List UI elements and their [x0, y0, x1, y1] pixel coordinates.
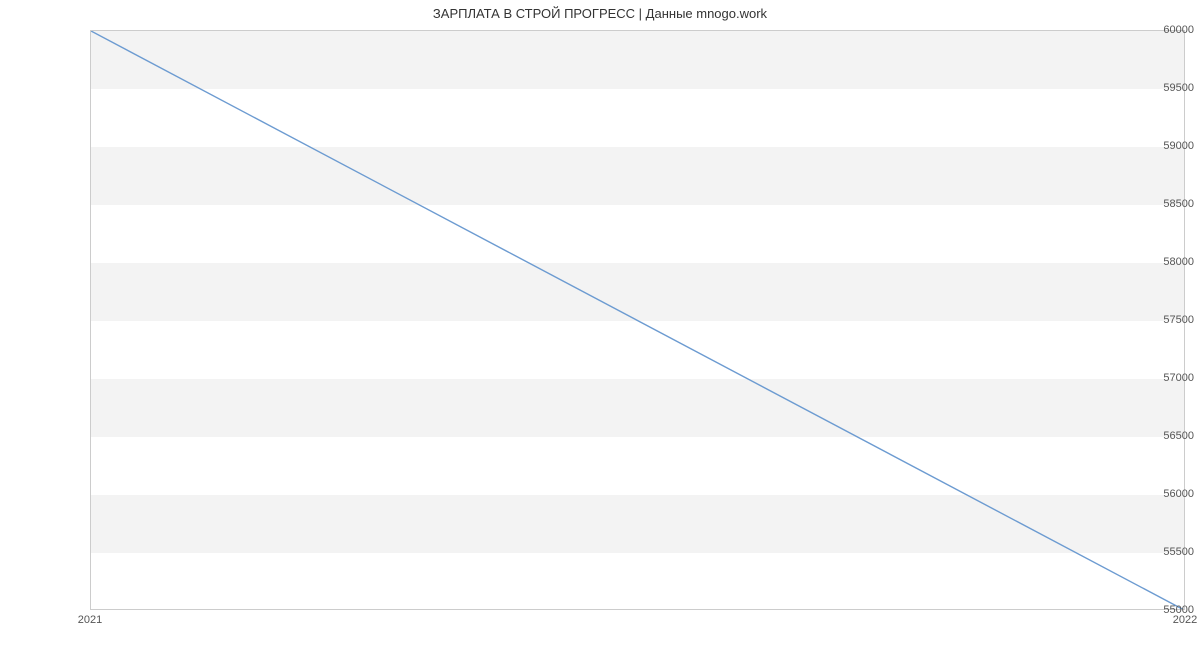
series-line-salary	[91, 31, 1185, 610]
y-tick-label: 59500	[1108, 82, 1200, 94]
y-tick-label: 57000	[1108, 372, 1200, 384]
y-tick-label: 60000	[1108, 24, 1200, 36]
salary-line-chart: ЗАРПЛАТА В СТРОЙ ПРОГРЕСС | Данные mnogo…	[0, 0, 1200, 650]
x-tick-label: 2021	[78, 614, 102, 626]
x-tick-label: 2022	[1173, 614, 1197, 626]
y-tick-label: 57500	[1108, 314, 1200, 326]
plot-area	[90, 30, 1185, 610]
chart-title: ЗАРПЛАТА В СТРОЙ ПРОГРЕСС | Данные mnogo…	[0, 6, 1200, 21]
y-tick-label: 56000	[1108, 488, 1200, 500]
y-tick-label: 56500	[1108, 430, 1200, 442]
y-tick-label: 59000	[1108, 140, 1200, 152]
y-tick-label: 58500	[1108, 198, 1200, 210]
series-layer	[91, 31, 1185, 610]
y-tick-label: 55500	[1108, 546, 1200, 558]
y-tick-label: 58000	[1108, 256, 1200, 268]
